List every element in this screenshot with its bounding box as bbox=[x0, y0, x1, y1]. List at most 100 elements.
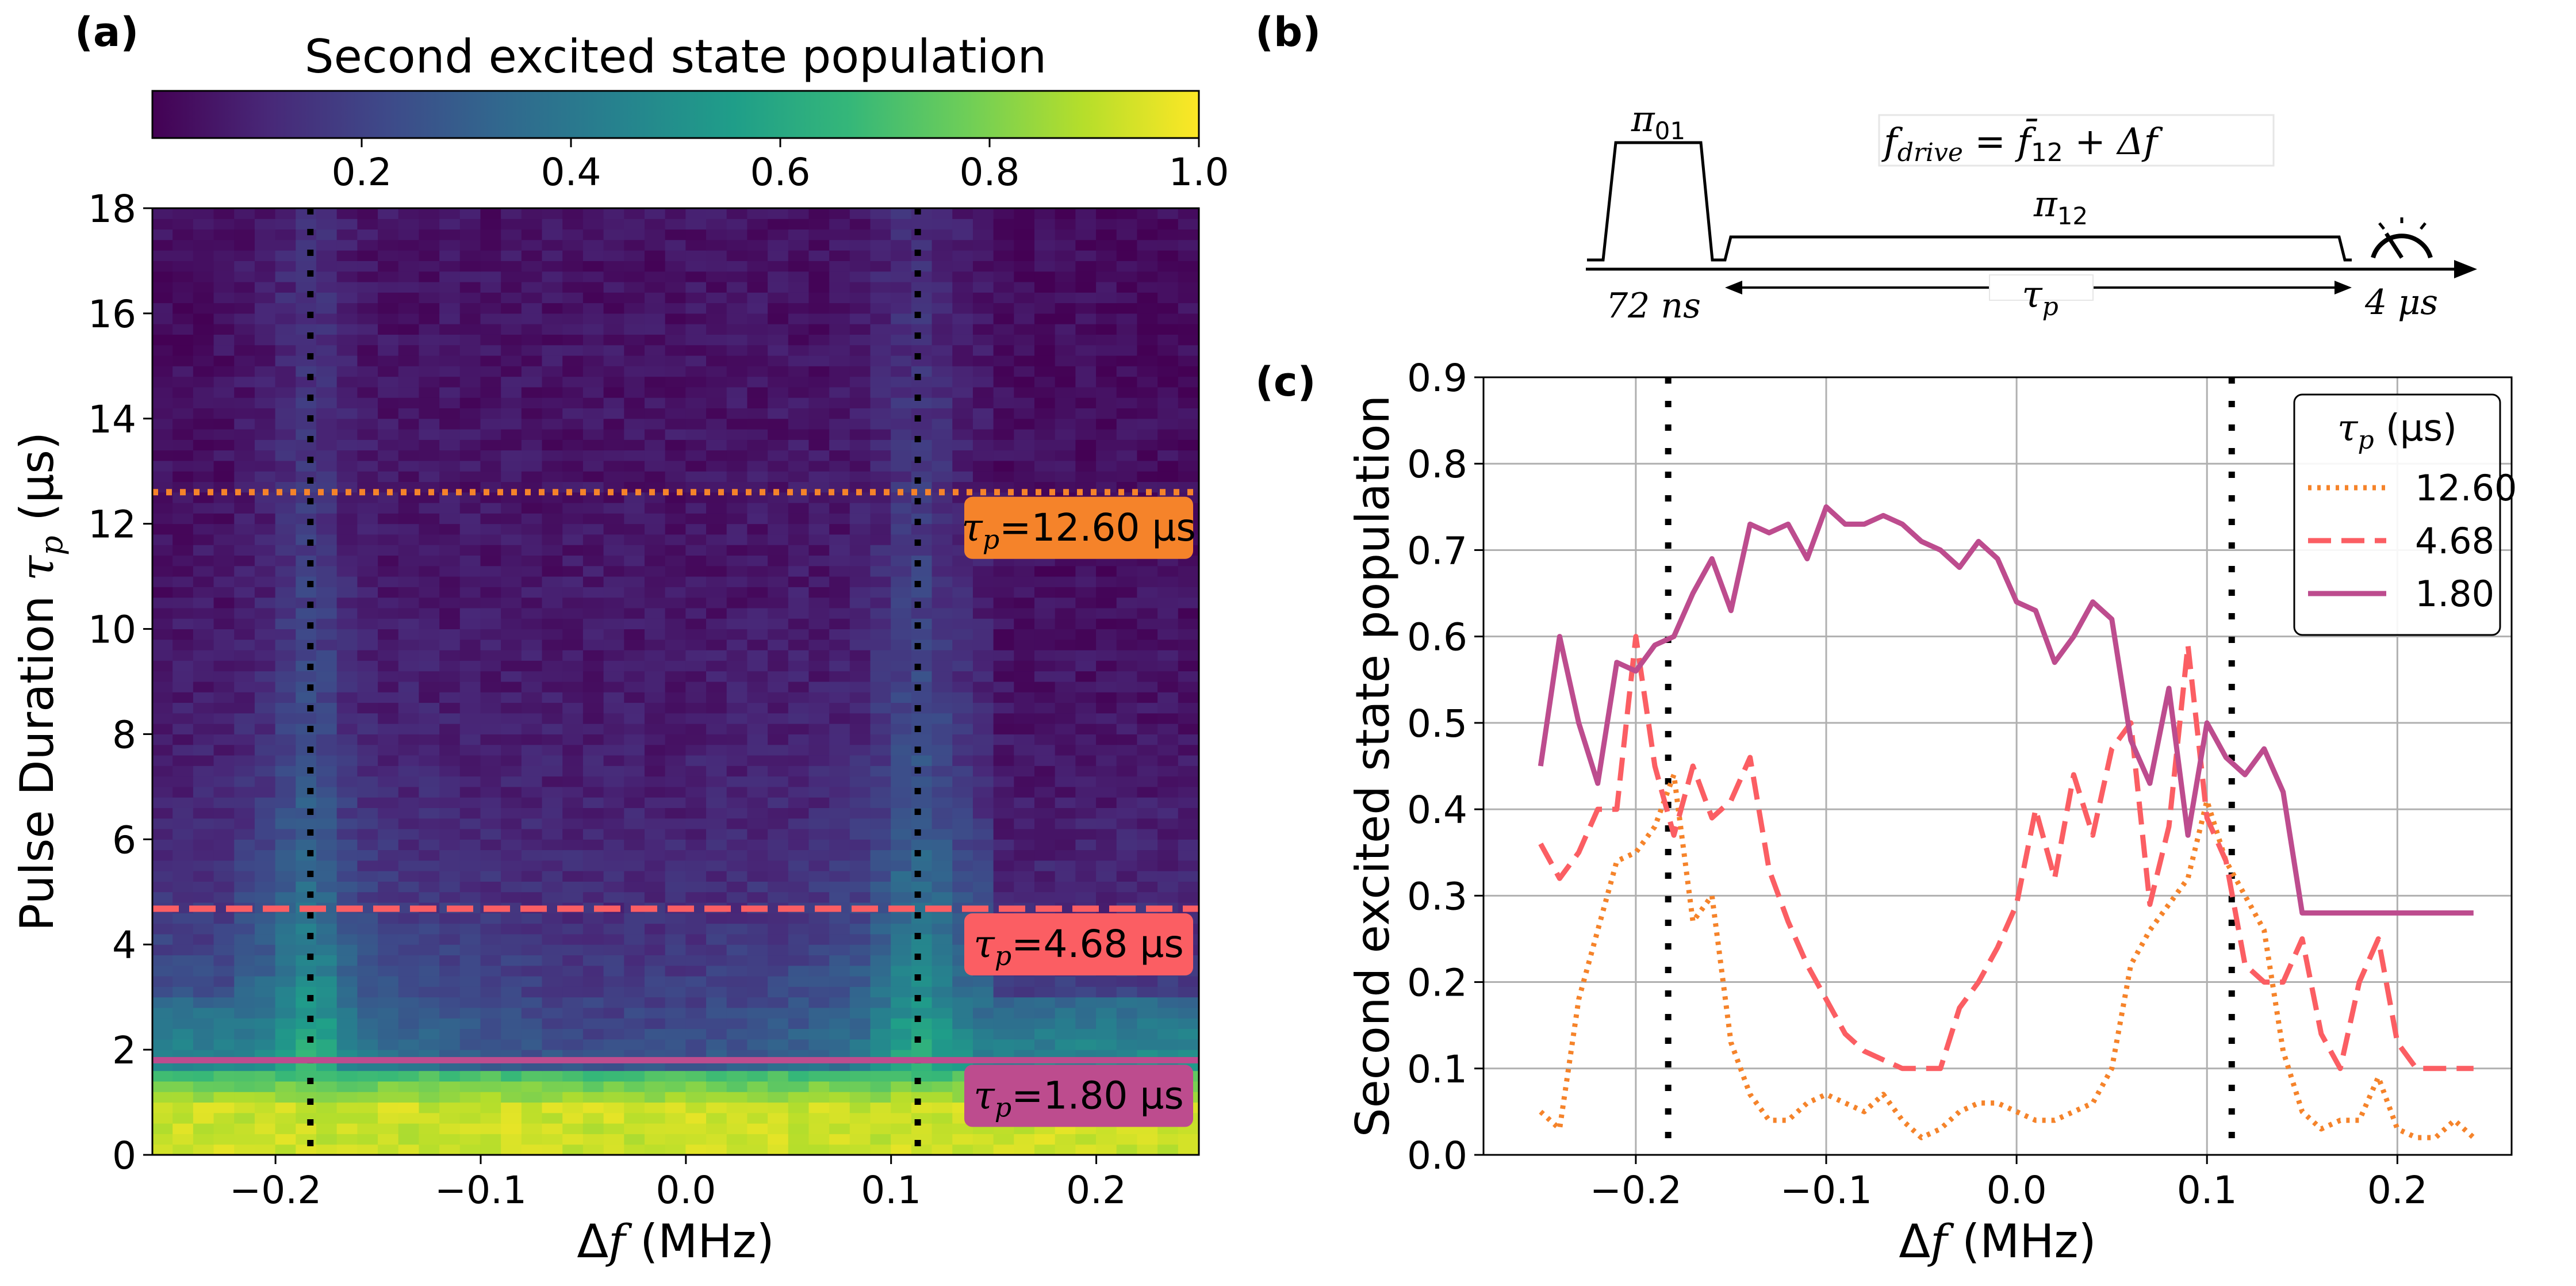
heatmap-cell bbox=[829, 239, 850, 251]
heatmap-cell bbox=[829, 1007, 850, 1019]
heatmap-cell bbox=[378, 407, 399, 419]
heatmap-cell bbox=[1096, 1144, 1117, 1155]
heatmap-cell bbox=[275, 1144, 297, 1155]
heatmap-cell bbox=[624, 534, 645, 545]
heatmap-cell bbox=[562, 870, 584, 882]
heatmap-cell bbox=[1137, 765, 1159, 777]
heatmap-cell bbox=[316, 470, 338, 483]
heatmap-cell bbox=[398, 512, 420, 525]
heatmap-cell bbox=[378, 1070, 399, 1082]
heatmap-cell bbox=[336, 776, 358, 787]
heatmap-cell bbox=[501, 1007, 522, 1019]
heatmap-cell bbox=[768, 849, 789, 861]
heatmap-cell bbox=[501, 997, 522, 1008]
heatmap-cell bbox=[296, 828, 317, 840]
heatmap-cell bbox=[1096, 828, 1117, 840]
heatmap-cell bbox=[603, 755, 625, 766]
heatmap-cell bbox=[891, 607, 912, 619]
heatmap-cell bbox=[275, 807, 297, 819]
heatmap-cell bbox=[665, 881, 687, 893]
heatmap-x-tick-label: −0.2 bbox=[229, 1168, 321, 1212]
heatmap-cell bbox=[398, 660, 420, 672]
heatmap-cell bbox=[644, 1123, 666, 1134]
heatmap-cell bbox=[768, 923, 789, 935]
heatmap-cell bbox=[582, 965, 604, 977]
heatmap-cell bbox=[1055, 460, 1076, 472]
heatmap-cell bbox=[808, 1017, 830, 1029]
heatmap-cell bbox=[1096, 229, 1117, 240]
heatmap-cell bbox=[542, 460, 564, 472]
heatmap-cell bbox=[357, 303, 379, 314]
heatmap-cell bbox=[254, 345, 276, 356]
heatmap-cell bbox=[521, 576, 543, 587]
heatmap-cell bbox=[234, 345, 255, 356]
heatmap-cell bbox=[562, 1039, 584, 1050]
heatmap-cell bbox=[891, 912, 912, 924]
heatmap-cell bbox=[582, 376, 604, 388]
heatmap-cell bbox=[788, 797, 810, 808]
heatmap-cell bbox=[911, 355, 933, 366]
heatmap-cell bbox=[501, 839, 522, 851]
heatmap-cell bbox=[254, 418, 276, 430]
heatmap-cell bbox=[542, 544, 564, 556]
heatmap-cell bbox=[1055, 1028, 1076, 1040]
heatmap-cell bbox=[542, 481, 564, 493]
heatmap-cell bbox=[542, 586, 564, 598]
heatmap-cell bbox=[808, 208, 830, 219]
heatmap-cell bbox=[706, 1028, 727, 1040]
heatmap-cell bbox=[357, 660, 379, 672]
heatmap-cell bbox=[931, 460, 953, 472]
heatmap-cell bbox=[1034, 386, 1056, 398]
heatmap-cell bbox=[234, 1081, 255, 1092]
heatmap-cell bbox=[254, 450, 276, 461]
heatmap-cell bbox=[1137, 250, 1159, 261]
heatmap-cell bbox=[788, 933, 810, 945]
heatmap-cell bbox=[624, 303, 645, 314]
heatmap-cell bbox=[296, 933, 317, 945]
heatmap-cell bbox=[788, 891, 810, 903]
heatmap-cell bbox=[357, 849, 379, 861]
heatmap-cell bbox=[726, 1123, 748, 1134]
heatmap-cell bbox=[768, 818, 789, 829]
heatmap-cell bbox=[1014, 839, 1036, 851]
heatmap-cell bbox=[706, 755, 727, 766]
heatmap-cell bbox=[665, 470, 687, 483]
heatmap-cell bbox=[1178, 639, 1199, 650]
heatmap-cell bbox=[172, 365, 194, 377]
heatmap-cell bbox=[254, 1133, 276, 1145]
heatmap-cell bbox=[808, 376, 830, 388]
heatmap-cell bbox=[993, 292, 1015, 304]
heatmap-cell bbox=[685, 334, 707, 346]
heatmap-cell bbox=[562, 1081, 584, 1092]
heatmap-cell bbox=[316, 828, 338, 840]
heatmap-cell bbox=[603, 597, 625, 608]
heatmap-cell bbox=[726, 555, 748, 567]
heatmap-cell bbox=[357, 470, 379, 483]
heatmap-cell bbox=[644, 849, 666, 861]
heatmap-cell bbox=[768, 450, 789, 461]
heatmap-cell bbox=[459, 250, 481, 261]
heatmap-cell bbox=[378, 691, 399, 703]
heatmap-cell bbox=[193, 691, 214, 703]
heatmap-cell bbox=[1034, 765, 1056, 777]
heatmap-cell bbox=[562, 1144, 584, 1155]
colorbar-title: Second excited state population bbox=[305, 30, 1046, 83]
heatmap-cell bbox=[829, 229, 850, 240]
heatmap-cell bbox=[603, 386, 625, 398]
heatmap-cell bbox=[459, 944, 481, 956]
heatmap-cell bbox=[316, 881, 338, 893]
heatmap-cell bbox=[952, 639, 973, 650]
heatmap-cell bbox=[1055, 639, 1076, 650]
heatmap-cell bbox=[1096, 702, 1117, 714]
heatmap-cell bbox=[296, 891, 317, 903]
heatmap-cell bbox=[665, 1091, 687, 1103]
heatmap-cell bbox=[152, 292, 174, 304]
heatmap-cell bbox=[254, 470, 276, 483]
heatmap-cell bbox=[952, 250, 973, 261]
heatmap-cell bbox=[808, 355, 830, 366]
heatmap-cell bbox=[419, 1017, 440, 1029]
heatmap-cell bbox=[254, 629, 276, 640]
heatmap-cell bbox=[624, 1070, 645, 1082]
heatmap-cell bbox=[747, 849, 769, 861]
heatmap-cell bbox=[582, 713, 604, 724]
